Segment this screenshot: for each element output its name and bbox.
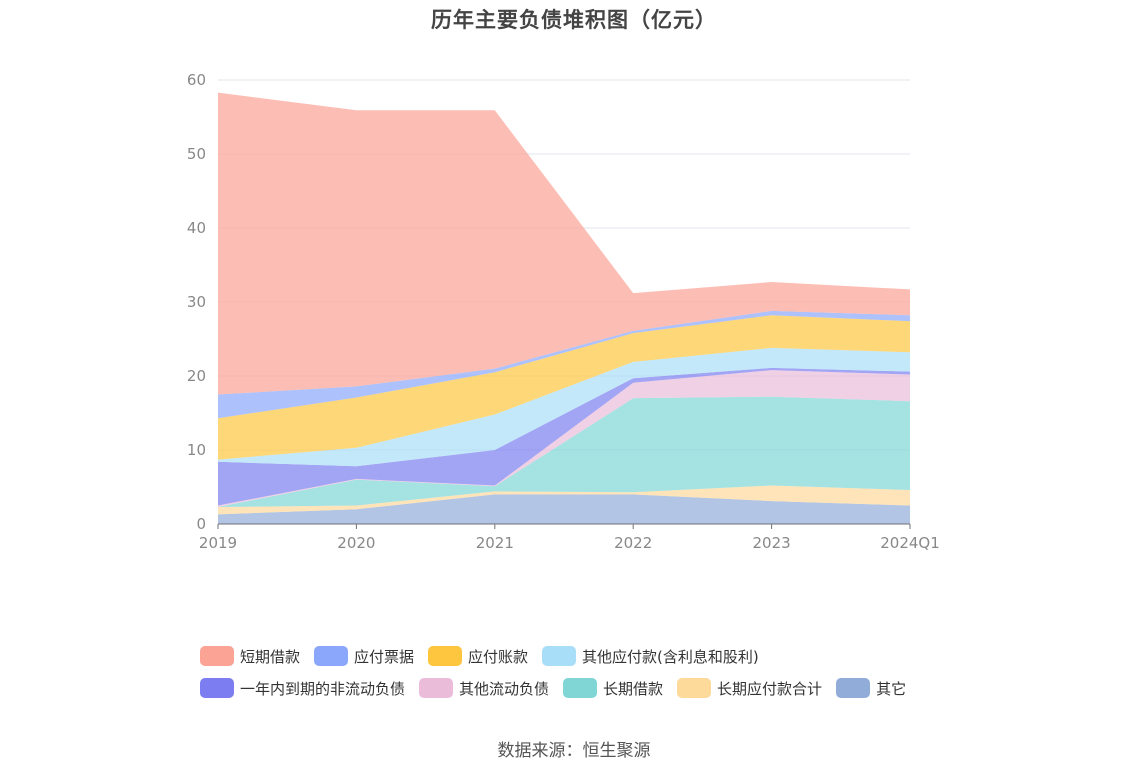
area-series <box>218 347 910 467</box>
legend-swatch <box>200 646 234 666</box>
legend-item-other-payables[interactable]: 其他应付款(含利息和股利) <box>542 646 759 667</box>
area-series <box>218 310 910 419</box>
legend-item-short-term-loans[interactable]: 短期借款 <box>200 646 300 667</box>
legend-item-current-portion-noncurrent[interactable]: 一年内到期的非流动负债 <box>200 678 405 699</box>
area-series <box>218 396 910 507</box>
chart-title: 历年主要负债堆积图（亿元） <box>431 8 717 32</box>
data-source: 数据来源：恒生聚源 <box>497 741 651 761</box>
legend-item-long-term-loans[interactable]: 长期借款 <box>563 678 663 699</box>
legend-swatch <box>314 646 349 666</box>
y-tick-label: 50 <box>187 145 206 163</box>
area-series <box>218 494 910 524</box>
y-tick-label: 0 <box>196 515 206 533</box>
x-tick-label: 2019 <box>199 534 237 552</box>
chart-legend: 短期借款 应付票据 应付账款 其他应付款(含利息和股利) 一年内到期的非流动负债… <box>200 640 980 704</box>
legend-swatch <box>200 678 234 698</box>
stacked-area-chart: 0 10 20 30 40 50 60 2019 2020 2021 2022 2023 2024Q1 <box>187 71 940 552</box>
legend-label: 一年内到期的非流动负债 <box>240 679 406 698</box>
area-series <box>218 485 910 515</box>
legend-label: 其它 <box>876 679 907 698</box>
x-tick-label: 2023 <box>753 534 791 552</box>
legend-item-accounts-payable[interactable]: 应付账款 <box>428 646 528 667</box>
y-tick-label: 60 <box>187 71 206 89</box>
legend-label: 其他应付款(含利息和股利) <box>582 647 759 666</box>
y-tick-label: 20 <box>187 367 206 385</box>
area-series <box>218 315 910 460</box>
y-tick-label: 30 <box>187 293 206 311</box>
legend-label: 长期应付款合计 <box>717 679 823 698</box>
y-tick-label: 40 <box>187 219 206 237</box>
area-series <box>218 367 910 506</box>
legend-label: 其他流动负债 <box>459 679 550 698</box>
legend-label: 长期借款 <box>603 679 664 698</box>
area-series <box>218 370 910 507</box>
legend-swatch <box>677 678 712 698</box>
area-series <box>218 92 910 395</box>
legend-item-other-current-liabilities[interactable]: 其他流动负债 <box>419 678 549 699</box>
legend-item-long-term-payables[interactable]: 长期应付款合计 <box>677 678 822 699</box>
legend-label: 应付票据 <box>354 647 415 666</box>
legend-swatch <box>836 678 871 698</box>
x-tick-label: 2024Q1 <box>880 534 940 552</box>
legend-row-2: 一年内到期的非流动负债 其他流动负债 长期借款 长期应付款合计 其它 <box>200 672 980 704</box>
legend-label: 应付账款 <box>468 647 529 666</box>
legend-swatch <box>542 646 577 666</box>
x-tick-label: 2020 <box>337 534 375 552</box>
legend-swatch <box>428 646 463 666</box>
legend-item-other[interactable]: 其它 <box>836 678 906 699</box>
legend-swatch <box>419 678 454 698</box>
legend-label: 短期借款 <box>240 647 301 666</box>
x-tick-label: 2022 <box>614 534 652 552</box>
legend-item-notes-payable[interactable]: 应付票据 <box>314 646 414 667</box>
legend-swatch <box>563 678 598 698</box>
x-tick-label: 2021 <box>476 534 514 552</box>
legend-row-1: 短期借款 应付票据 应付账款 其他应付款(含利息和股利) <box>200 640 980 672</box>
y-tick-label: 10 <box>187 441 206 459</box>
